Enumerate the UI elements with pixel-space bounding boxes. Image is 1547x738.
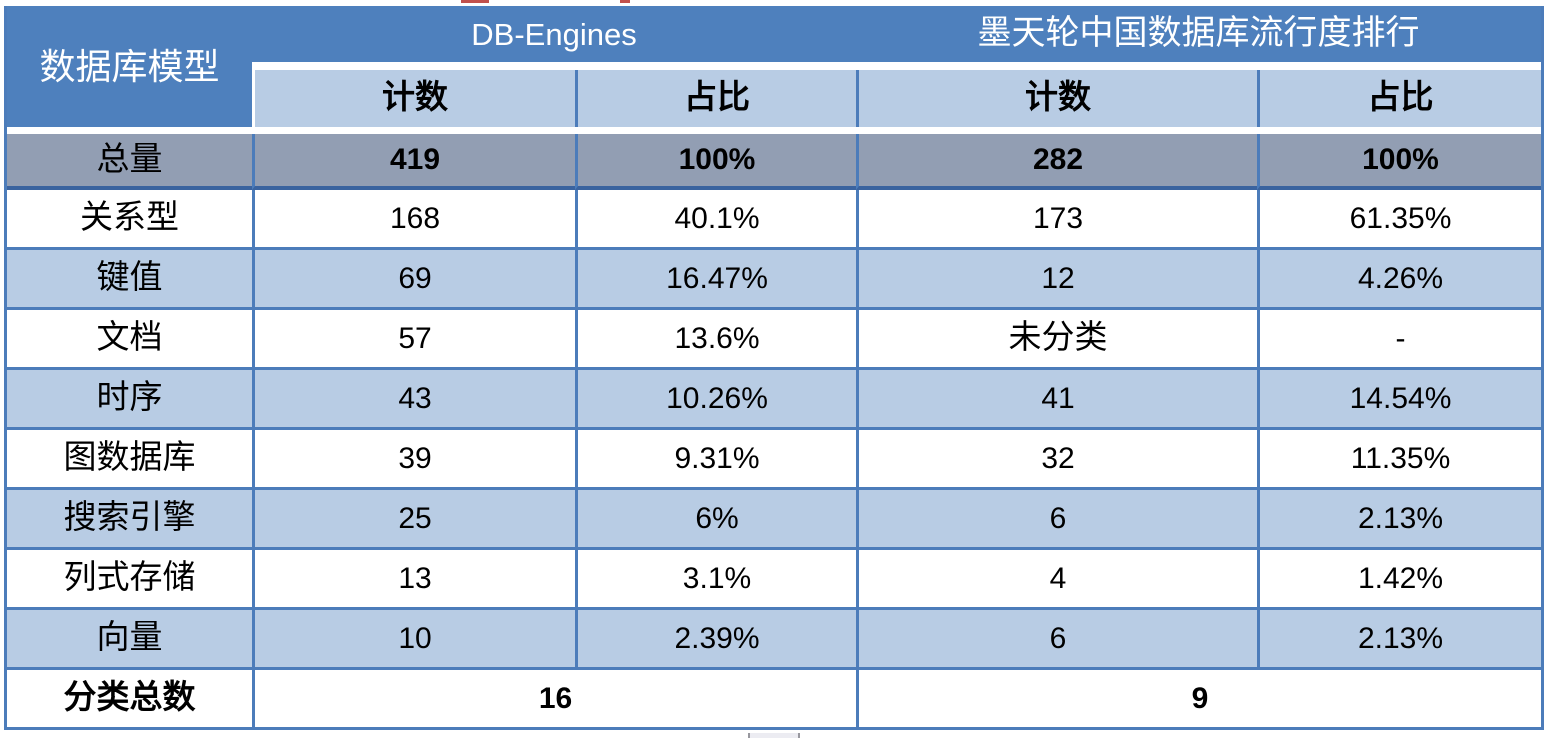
cell-value: 13 [252,550,575,610]
header-gap [252,62,1541,70]
cropped-red-text-artifact [620,0,630,3]
total-modb-share: 100% [1257,134,1541,190]
cell-value: 2.13% [1257,490,1541,550]
cell-value: 2.13% [1257,610,1541,670]
database-model-comparison-table: 数据库模型 DB-Engines 墨天轮中国数据库流行度排行 计数 占比 计数 … [4,6,1544,730]
cell-value: - [1257,310,1541,370]
subheader-gap [7,127,1541,134]
cell-value: 9.31% [575,430,856,490]
cell-value: 4 [856,550,1257,610]
row-label-time-series: 时序 [7,370,252,430]
cell-value: 25 [252,490,575,550]
cell-value: 32 [856,430,1257,490]
cropped-red-text-artifact [461,0,489,3]
cell-value: 69 [252,250,575,310]
row-label-column-store: 列式存储 [7,550,252,610]
row-label-category-total: 分类总数 [7,670,252,727]
group-header-modb-ranking: 墨天轮中国数据库流行度排行 [856,6,1541,62]
row-label-document: 文档 [7,310,252,370]
total-dbe-count: 419 [252,134,575,190]
category-total-dbe: 16 [252,670,856,727]
group-header-db-engines: DB-Engines [252,6,856,62]
subheader-dbe-share: 占比 [575,70,856,127]
row-label-graph: 图数据库 [7,430,252,490]
total-dbe-share: 100% [575,134,856,190]
row-label-key-value: 键值 [7,250,252,310]
subheader-modb-share: 占比 [1257,70,1541,127]
scrollbar-fragment [748,733,800,738]
subheader-dbe-count: 计数 [252,70,575,127]
row-label-relational: 关系型 [7,190,252,250]
cell-value: 173 [856,190,1257,250]
cell-value-unclassified: 未分类 [856,310,1257,370]
cell-value: 10 [252,610,575,670]
cell-value: 61.35% [1257,190,1541,250]
cell-value: 11.35% [1257,430,1541,490]
cell-value: 3.1% [575,550,856,610]
cell-value: 43 [252,370,575,430]
cell-value: 6 [856,490,1257,550]
cell-value: 40.1% [575,190,856,250]
cell-value: 10.26% [575,370,856,430]
cell-value: 39 [252,430,575,490]
corner-header-database-model: 数据库模型 [7,6,252,127]
cell-value: 13.6% [575,310,856,370]
cell-value: 41 [856,370,1257,430]
cell-value: 2.39% [575,610,856,670]
cell-value: 168 [252,190,575,250]
row-label-search-engine: 搜索引擎 [7,490,252,550]
category-total-modb: 9 [856,670,1541,727]
row-label-total: 总量 [7,134,252,190]
cell-value: 6 [856,610,1257,670]
cell-value: 16.47% [575,250,856,310]
cell-value: 57 [252,310,575,370]
row-label-vector: 向量 [7,610,252,670]
cell-value: 6% [575,490,856,550]
subheader-modb-count: 计数 [856,70,1257,127]
cell-value: 1.42% [1257,550,1541,610]
cell-value: 4.26% [1257,250,1541,310]
cell-value: 12 [856,250,1257,310]
cell-value: 14.54% [1257,370,1541,430]
total-modb-count: 282 [856,134,1257,190]
